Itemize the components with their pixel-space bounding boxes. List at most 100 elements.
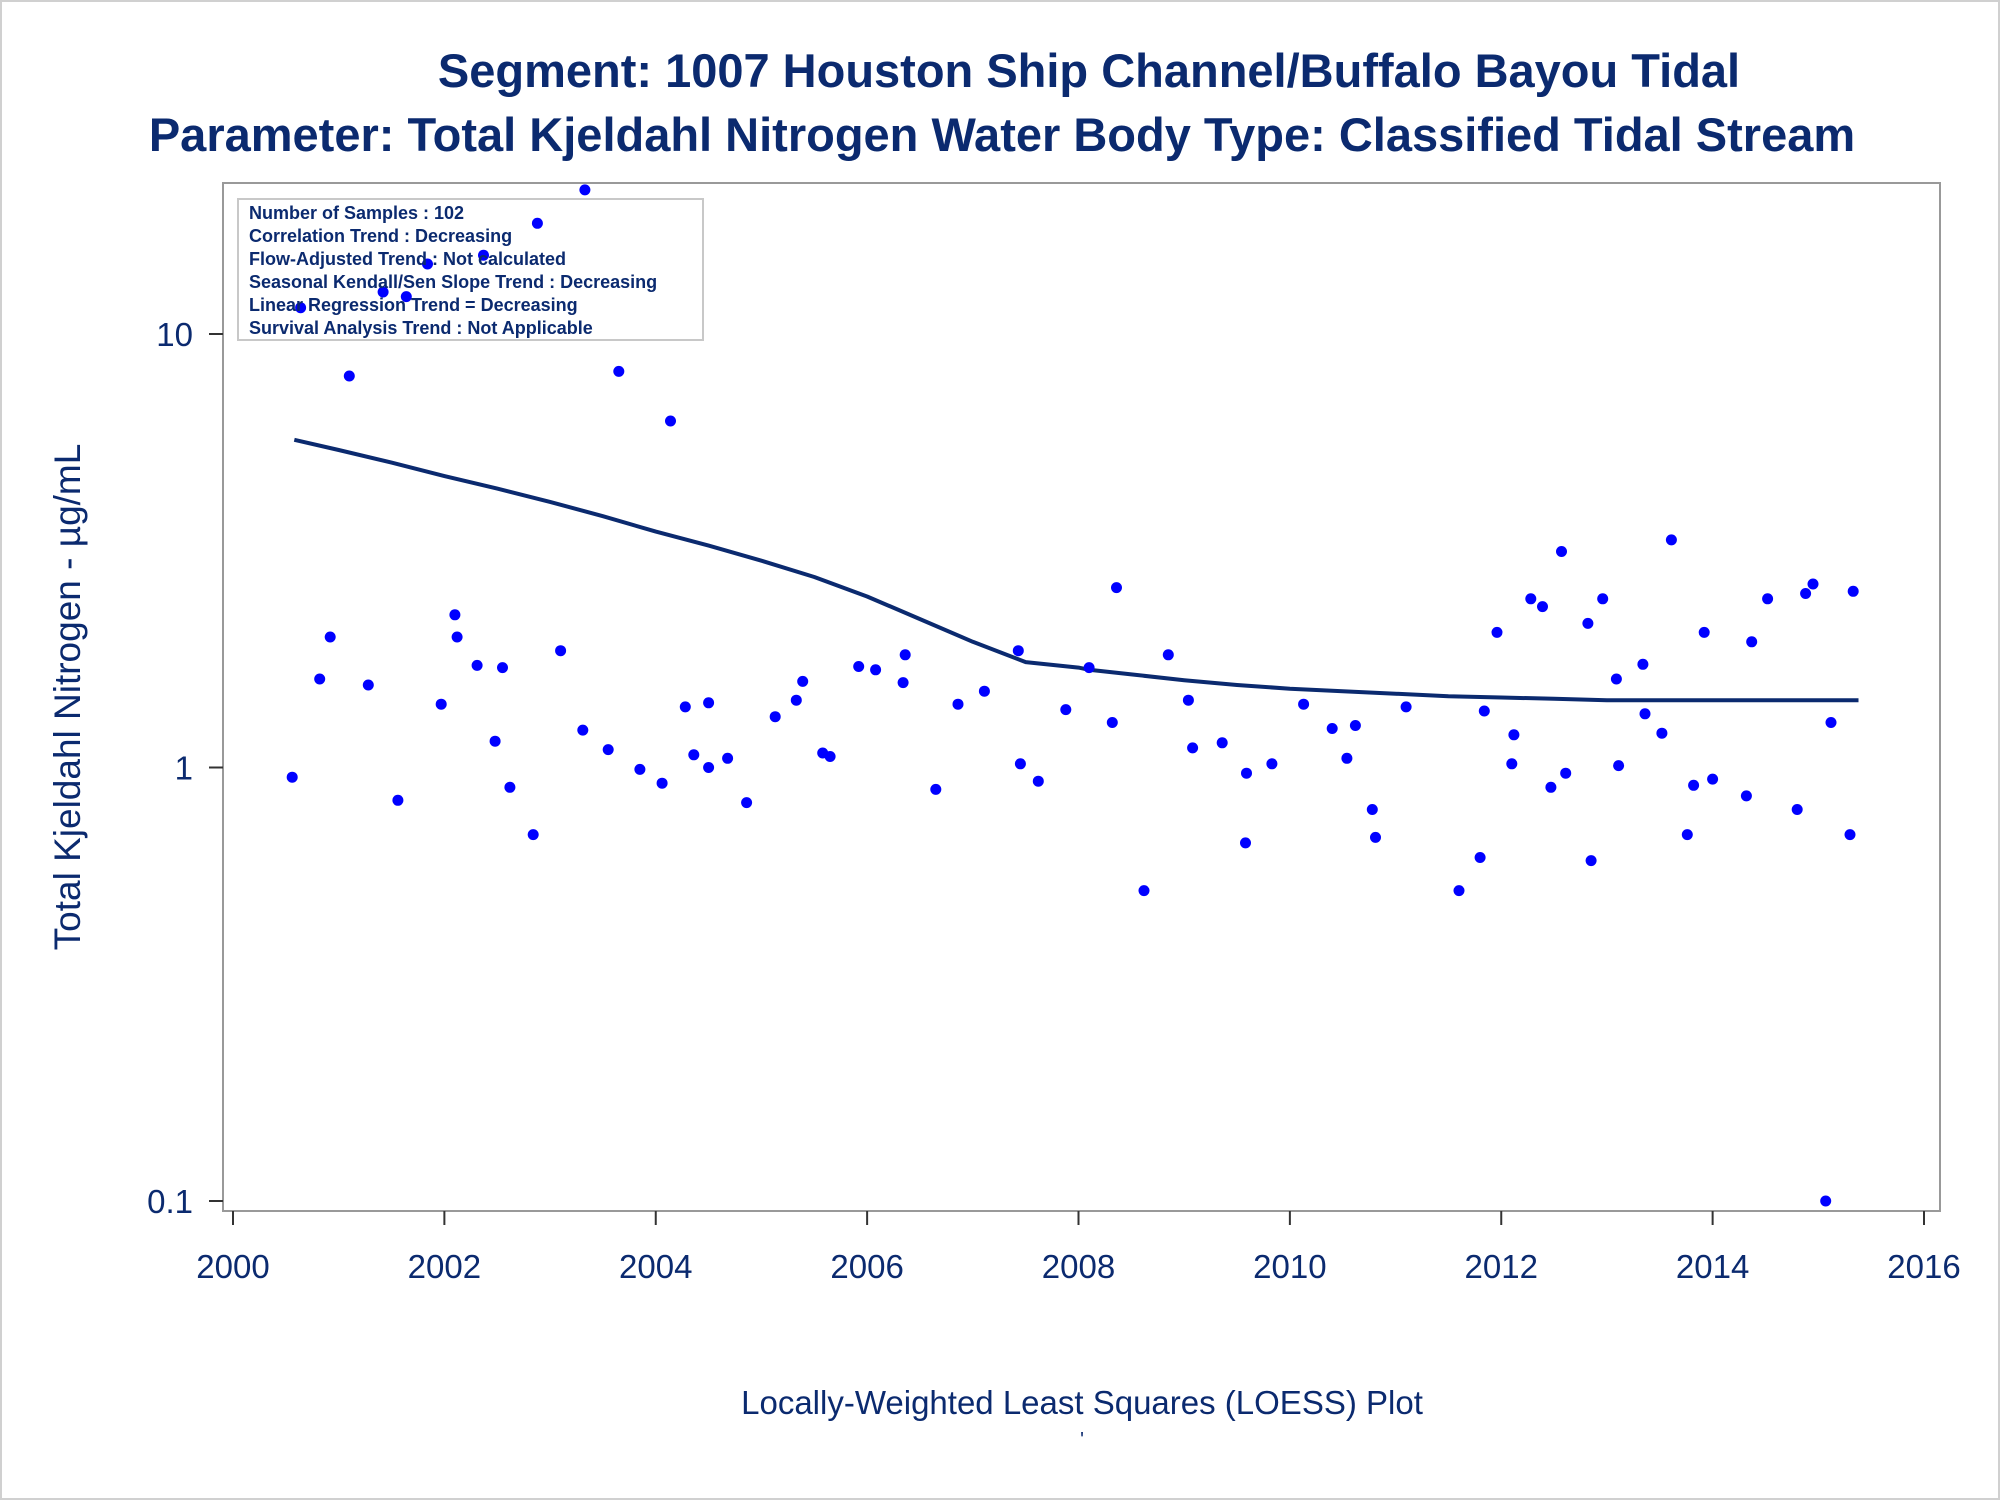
stats-line-seasonal-kendall: Seasonal Kendall/Sen Slope Trend : Decre… [249, 272, 657, 292]
data-point [324, 631, 336, 643]
stats-line-survival-analysis: Survival Analysis Trend : Not Applicable [249, 318, 593, 338]
x-tick-label: 2006 [830, 1248, 903, 1285]
data-point [1688, 779, 1700, 791]
data-point [1032, 775, 1044, 787]
x-axis: 2000 2002 2004 2006 2008 2010 2012 2014 2016 [196, 1211, 1961, 1285]
data-point [577, 724, 589, 736]
data-point [1012, 645, 1024, 657]
stats-legend-border [237, 198, 704, 341]
y-tick-label: 1 [175, 750, 193, 787]
data-point [1746, 636, 1758, 648]
y-tick-label: 10 [156, 316, 193, 353]
data-point [1637, 658, 1649, 670]
x-tick-label: 2012 [1465, 1248, 1538, 1285]
data-point [656, 777, 668, 789]
data-point [952, 698, 964, 710]
data-point [1639, 708, 1651, 720]
data-point [824, 751, 836, 762]
data-point [1820, 1195, 1832, 1207]
stats-legend-box: Number of Samples : 102 Correlation Tren… [237, 198, 704, 341]
data-point [1762, 593, 1774, 605]
x-tick-label: 2000 [196, 1248, 269, 1285]
data-point [1341, 752, 1353, 764]
data-point [555, 645, 567, 657]
data-point [362, 679, 374, 691]
x-axis-label: Locally-Weighted Least Squares (LOESS) P… [741, 1384, 1423, 1421]
data-point [797, 675, 809, 687]
data-point [1083, 662, 1095, 674]
x-tick-label: 2016 [1887, 1248, 1960, 1285]
data-point [1740, 790, 1752, 802]
data-point [853, 661, 865, 672]
x-tick-label: 2004 [619, 1248, 692, 1285]
loess-line [293, 437, 1859, 703]
data-point [1014, 758, 1026, 770]
data-point [1266, 758, 1278, 770]
data-point [1585, 855, 1597, 867]
data-point [377, 286, 389, 298]
data-point [1847, 585, 1859, 597]
data-point [1162, 649, 1174, 661]
data-point [1240, 837, 1251, 849]
data-point [451, 631, 463, 643]
data-point [1560, 767, 1572, 779]
data-point [1800, 588, 1812, 599]
data-point [1656, 727, 1668, 739]
y-axis: 0.1 1 10 [147, 316, 223, 1220]
data-point [1807, 578, 1819, 590]
data-point [497, 662, 508, 674]
data-point [579, 184, 591, 196]
data-point [1491, 626, 1503, 638]
data-point [870, 664, 882, 676]
stats-line-linear-regression: Linear Regression Trend = Decreasing [249, 295, 578, 315]
data-point [1582, 617, 1594, 629]
data-point [1138, 885, 1150, 897]
x-tick-label: 2010 [1253, 1248, 1326, 1285]
data-point [1525, 593, 1537, 605]
data-point [1665, 534, 1677, 546]
data-point [1556, 546, 1567, 557]
data-point [1326, 723, 1338, 734]
y-tick-label: 0.1 [147, 1183, 193, 1220]
data-point [478, 249, 489, 261]
data-point [1610, 673, 1622, 685]
data-point [1537, 601, 1548, 613]
data-point [1478, 705, 1490, 717]
data-point [1366, 804, 1378, 815]
data-point [286, 771, 298, 783]
data-point [1241, 767, 1252, 779]
chart-subtitle: Parameter: Total Kjeldahl Nitrogen Water… [149, 108, 1855, 161]
x-tick-label: 2014 [1676, 1248, 1749, 1285]
stats-line-correlation: Correlation Trend : Decreasing [249, 226, 512, 246]
data-point [1182, 694, 1194, 706]
data-point [769, 711, 781, 723]
data-point [1681, 829, 1693, 841]
data-point [1545, 781, 1557, 793]
data-point [930, 783, 942, 795]
data-point [978, 685, 990, 697]
data-point [1453, 885, 1465, 897]
data-point [688, 749, 700, 761]
data-point [1506, 758, 1518, 770]
data-point [1106, 717, 1118, 728]
data-point [314, 673, 326, 685]
data-point [295, 302, 307, 314]
data-point [1298, 698, 1310, 710]
data-point [703, 762, 715, 773]
data-points-layer [286, 184, 1859, 1207]
data-point [741, 797, 753, 809]
data-point [1698, 626, 1710, 638]
data-point [899, 649, 911, 661]
data-point [634, 763, 646, 775]
data-point [1791, 804, 1803, 815]
data-point [665, 415, 676, 427]
y-axis-label: Total Kjeldahl Nitrogen - µg/mL [47, 444, 88, 951]
data-point [1825, 717, 1837, 728]
data-point [722, 752, 734, 764]
data-point [1111, 582, 1122, 594]
loess-curve-layer [293, 437, 1859, 703]
x-tick-label: 2008 [1042, 1248, 1115, 1285]
data-point [613, 365, 625, 377]
data-point [897, 677, 909, 689]
